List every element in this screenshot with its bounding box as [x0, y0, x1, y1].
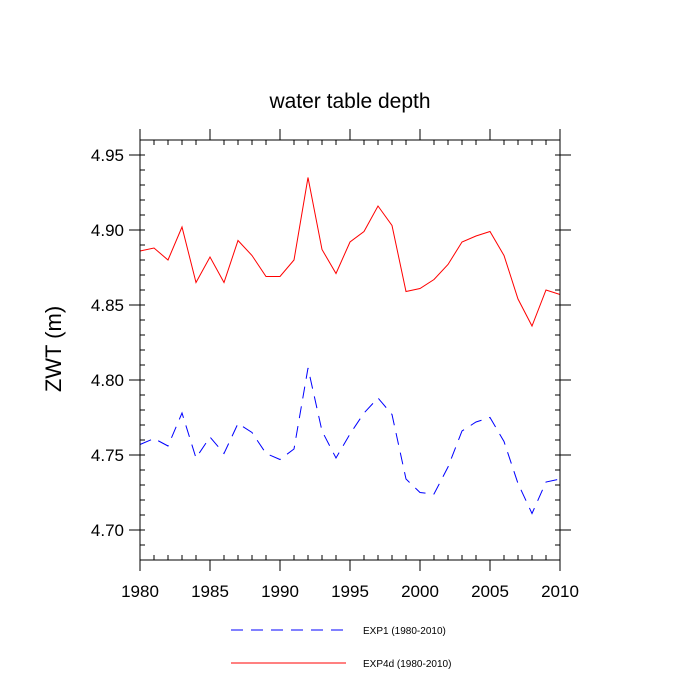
- legend-label: EXP1 (1980-2010): [363, 626, 446, 637]
- x-tick-label: 2005: [471, 582, 509, 601]
- x-tick-label: 1985: [191, 582, 229, 601]
- y-tick-label: 4.90: [91, 221, 124, 240]
- y-tick-label: 4.95: [91, 146, 124, 165]
- x-tick-label: 1990: [261, 582, 299, 601]
- legend-label: EXP4d (1980-2010): [363, 659, 451, 670]
- y-tick-label: 4.85: [91, 296, 124, 315]
- axis-ticks: 4.70 4.75 4.80 4.85 4.90 4.95 1980 1985 1990 1995…: [91, 129, 579, 601]
- chart-title: water table depth: [268, 90, 430, 113]
- series-line-exp4d: [139, 177, 561, 328]
- series-line-exp1: [139, 367, 561, 515]
- legend: EXP1 (1980-2010) EXP4d (1980-2010): [231, 626, 451, 670]
- x-tick-label: 2010: [541, 582, 579, 601]
- plot-frame: [139, 139, 561, 561]
- x-tick-label: 2000: [401, 582, 439, 601]
- y-axis-label: ZWT (m): [41, 306, 66, 392]
- y-tick-label: 4.80: [91, 371, 124, 390]
- plot-series: [139, 177, 561, 515]
- x-tick-label: 1995: [331, 582, 369, 601]
- y-tick-label: 4.75: [91, 446, 124, 465]
- x-tick-label: 1980: [121, 582, 159, 601]
- y-tick-label: 4.70: [91, 521, 124, 540]
